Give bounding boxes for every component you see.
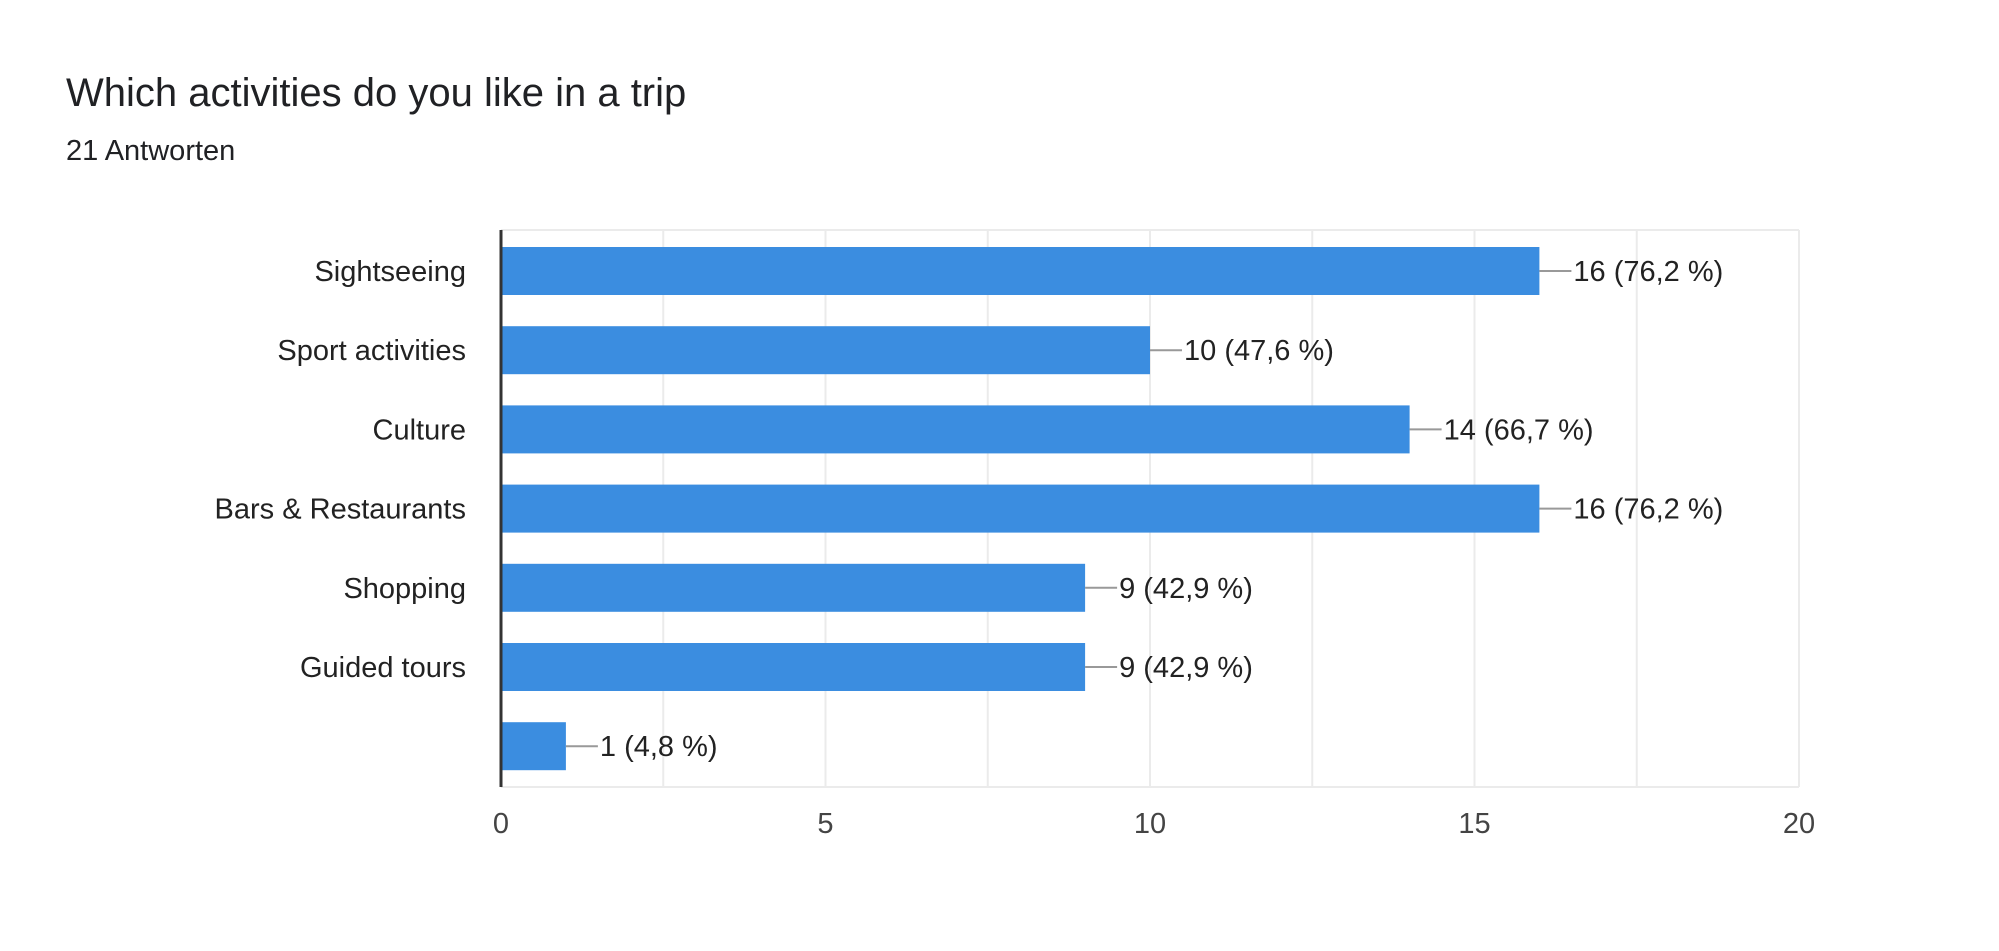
bar [501,247,1540,295]
response-count: 21 Antworten [66,135,236,167]
bar [501,722,566,771]
x-tick-label: 15 [1458,808,1490,840]
bar [501,563,1086,612]
chart-title: Which activities do you like in a trip [66,71,687,115]
grid-lines [501,229,1800,788]
x-tick-label: 0 [493,808,509,840]
data-label: 9 (42,9 %) [1119,573,1253,605]
bar [501,326,1150,375]
x-tick-label: 5 [817,808,833,840]
category-label: Shopping [343,573,466,605]
x-tick-label: 20 [1783,808,1815,840]
data-label: 10 (47,6 %) [1184,335,1334,367]
data-label: 1 (4,8 %) [600,731,718,763]
bar [501,643,1086,691]
bar [501,484,1540,533]
data-label: 14 (66,7 %) [1444,414,1594,446]
x-tick-label: 10 [1134,808,1166,840]
category-label: Sightseeing [314,256,466,288]
category-label: Sport activities [277,335,466,367]
category-label: Culture [373,414,467,446]
bars [501,247,1540,771]
data-label: 9 (42,9 %) [1119,652,1253,684]
labels: 16 (76,2 %) Sightseeing 10 (47,6 %) Sport a… [215,256,1816,840]
category-label: Bars & Restaurants [215,494,466,526]
data-label: 16 (76,2 %) [1573,494,1723,526]
category-label: Guided tours [300,652,466,684]
data-label: 16 (76,2 %) [1573,256,1723,288]
bar [501,405,1410,454]
